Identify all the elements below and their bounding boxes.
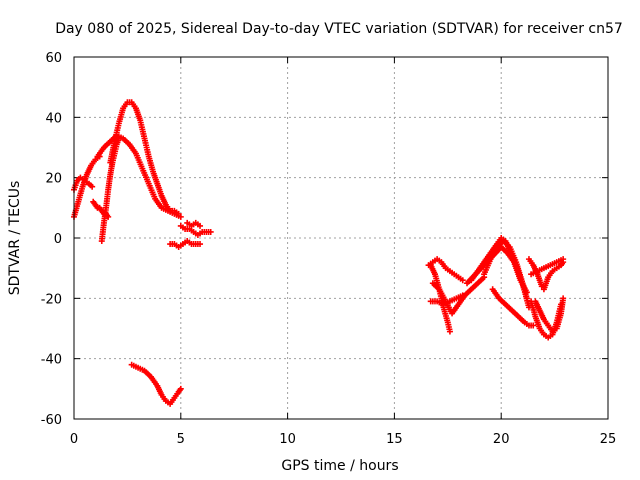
data-point <box>523 295 530 302</box>
x-tick-label: 5 <box>177 432 185 447</box>
data-point <box>560 295 567 302</box>
x-tick-label: 15 <box>386 432 403 447</box>
chart-title: Day 080 of 2025, Sidereal Day-to-day VTE… <box>55 21 623 37</box>
y-tick-label: -40 <box>41 353 62 368</box>
data-point <box>560 259 567 266</box>
y-tick-label: -20 <box>41 292 62 307</box>
data-point <box>175 210 182 217</box>
axis-ticks: 0 5 10 15 20 25 -60 -40 -20 0 20 40 60 <box>41 51 617 447</box>
data-point <box>197 241 204 248</box>
y-tick-label: 20 <box>45 172 62 187</box>
data-point <box>177 385 184 392</box>
data-point <box>446 328 453 335</box>
y-tick-label: 0 <box>54 232 62 247</box>
x-tick-label: 0 <box>70 432 78 447</box>
x-tick-label: 10 <box>279 432 296 447</box>
data-point <box>207 228 214 235</box>
data-points <box>71 99 567 407</box>
grid-lines <box>74 57 608 419</box>
plot-frame <box>73 56 609 420</box>
y-axis-label: SDTVAR / TECUs <box>7 181 23 296</box>
data-point <box>177 213 184 220</box>
y-tick-label: -60 <box>41 413 62 428</box>
data-point <box>530 322 537 329</box>
x-tick-label: 25 <box>600 432 617 447</box>
x-axis-label: GPS time / hours <box>281 458 398 474</box>
data-point <box>89 183 96 190</box>
x-tick-label: 20 <box>493 432 510 447</box>
data-point <box>197 222 204 229</box>
data-point <box>459 277 466 284</box>
data-point <box>538 283 545 290</box>
y-tick-label: 40 <box>45 111 62 126</box>
y-tick-label: 60 <box>45 51 62 66</box>
